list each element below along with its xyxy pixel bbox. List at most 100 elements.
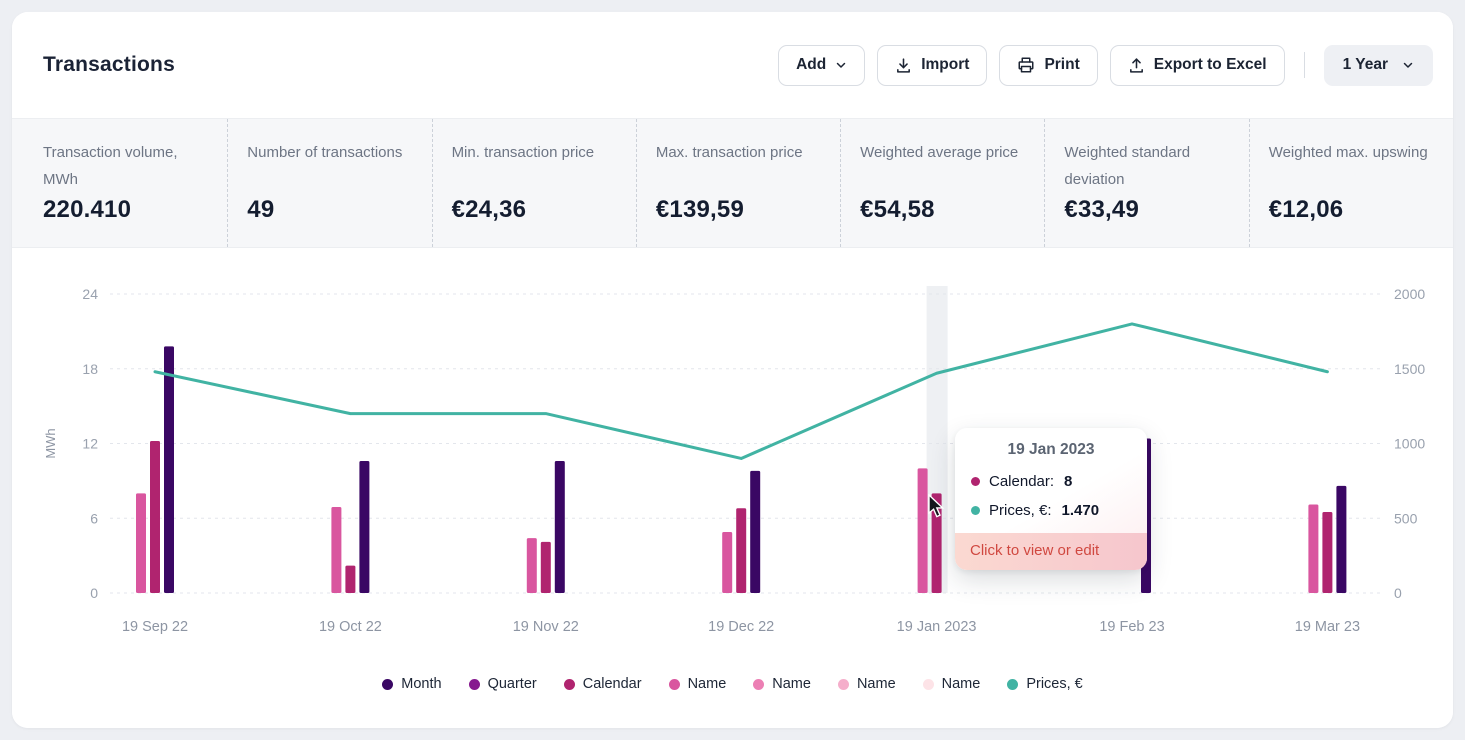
legend-label: Name — [941, 676, 981, 692]
legend-label: Calendar — [582, 676, 642, 692]
tooltip-row-value: 1.470 — [1061, 502, 1100, 519]
legend-item-name[interactable]: Name — [922, 676, 981, 692]
y-axis-left-tick: 12 — [82, 436, 98, 452]
bar-name[interactable] — [722, 531, 733, 593]
y-axis-right-tick: 0 — [1394, 585, 1402, 601]
y-axis-right-tick: 500 — [1394, 510, 1418, 526]
export-to-excel-button[interactable]: Export to Excel — [1109, 44, 1285, 86]
add-button-label: Add — [796, 56, 827, 73]
bar-month[interactable] — [554, 460, 565, 593]
stat-value: €24,36 — [451, 196, 527, 223]
legend-item-month[interactable]: Month — [382, 676, 442, 692]
bar-name[interactable] — [526, 538, 537, 593]
legend-dot — [1007, 678, 1019, 690]
legend-label: Prices, € — [1026, 676, 1083, 692]
stat-value: 220.410 — [43, 196, 132, 223]
stat-label: Max. transaction price — [655, 144, 803, 161]
transactions-panel: Transactions Add Import Print Export to … — [12, 12, 1453, 728]
stat-weighted-average-price: Weighted average price €54,58 — [840, 119, 1044, 247]
legend-label: Name — [772, 676, 811, 692]
bar-month[interactable] — [164, 346, 174, 593]
mouse-cursor-icon — [928, 494, 945, 518]
y-axis-left-tick: 24 — [82, 286, 98, 302]
legend-dot — [668, 678, 680, 690]
tooltip-view-edit-link[interactable]: Click to view or edit — [955, 533, 1147, 570]
stat-value: €139,59 — [655, 196, 744, 223]
legend-item-name[interactable]: Name — [837, 676, 896, 692]
legend-item-quarter[interactable]: Quarter — [468, 676, 537, 692]
download-icon — [897, 57, 911, 73]
legend-dot — [382, 678, 394, 690]
x-axis-label: 19 Oct 22 — [319, 619, 382, 635]
stat-label: Weighted average price — [860, 144, 1019, 161]
chart-legend: Month Quarter Calendar Name Name Name Name Pric… — [12, 676, 1453, 692]
y-axis-left-tick: 18 — [82, 361, 98, 377]
y-axis-right-tick: 2000 — [1394, 286, 1425, 302]
stat-label: Min. transaction price — [451, 144, 595, 161]
tooltip-title: 19 Jan 2023 — [1007, 441, 1095, 458]
range-select[interactable]: 1 Year — [1323, 44, 1433, 86]
bar-month[interactable] — [1336, 485, 1347, 593]
transactions-chart[interactable]: 0 0 6 500 12 1000 18 1500 24 2000 19 Sep 22 19 Oct … — [12, 248, 1453, 648]
legend-label: Name — [687, 676, 727, 692]
prices-line[interactable] — [153, 322, 1329, 460]
stat-label: Weighted max. upswing — [1268, 144, 1428, 161]
stat-value: 49 — [247, 196, 275, 223]
range-select-label: 1 Year — [1342, 56, 1388, 73]
prices-dot — [971, 506, 980, 515]
stat-transaction-volume: Transaction volume, MWh 220.410 — [43, 119, 227, 247]
calendar-dot — [971, 477, 980, 486]
stat-transaction-count: Number of transactions 49 — [227, 119, 431, 247]
import-button[interactable]: Import — [877, 44, 988, 86]
bar-calendar[interactable] — [1322, 512, 1333, 593]
print-button[interactable]: Print — [999, 44, 1098, 86]
legend-item-prices[interactable]: Prices, € — [1007, 676, 1083, 692]
chevron-down-icon — [836, 62, 846, 68]
legend-item-name[interactable]: Name — [668, 676, 727, 692]
bar-calendar[interactable] — [540, 541, 551, 593]
legend-item-name[interactable]: Name — [753, 676, 811, 692]
page-title: Transactions — [43, 53, 175, 76]
tooltip-row-prices: Prices, €: 1.470 — [955, 496, 1147, 525]
bar-name[interactable] — [136, 493, 146, 593]
x-axis-label: 19 Mar 23 — [1295, 619, 1360, 635]
bar-name[interactable] — [1308, 504, 1319, 593]
bar-name[interactable] — [331, 507, 342, 593]
header: Transactions Add Import Print Export to … — [12, 12, 1453, 118]
bar-month[interactable] — [750, 470, 761, 593]
tooltip-row-value: 8 — [1064, 473, 1073, 490]
stat-value: €12,06 — [1268, 196, 1344, 223]
bar-calendar[interactable] — [931, 493, 942, 593]
tooltip-row-calendar: Calendar: 8 — [955, 467, 1147, 496]
stat-max-price: Max. transaction price €139,59 — [635, 119, 840, 247]
y-axis-title: MWh — [43, 428, 58, 458]
y-axis-left-tick: 6 — [90, 510, 98, 526]
stat-label: Number of transactions — [247, 144, 403, 161]
x-axis-label: 19 Nov 22 — [513, 619, 579, 635]
chart-section: 0 0 6 500 12 1000 18 1500 24 2000 19 Sep 22 19 Oct … — [12, 248, 1453, 728]
export-button-label: Export to Excel — [1153, 56, 1267, 73]
x-axis-label: 19 Feb 23 — [1099, 619, 1164, 635]
x-axis-label: 19 Sep 22 — [122, 619, 188, 635]
legend-item-calendar[interactable]: Calendar — [563, 676, 642, 692]
x-axis-label: 19 Dec 22 — [708, 619, 774, 635]
tooltip-row-label: Prices, €: — [989, 502, 1052, 519]
stat-min-price: Min. transaction price €24,36 — [431, 119, 636, 247]
printer-icon — [1018, 57, 1034, 73]
y-axis-left-tick: 0 — [90, 585, 98, 601]
stat-value: €54,58 — [860, 196, 935, 223]
stat-label: Transaction volume, MWh — [43, 144, 178, 188]
bar-name[interactable] — [917, 468, 928, 593]
bar-calendar[interactable] — [345, 565, 356, 593]
legend-dot — [922, 678, 934, 690]
chart-tooltip: 19 Jan 2023 Calendar: 8 Prices, €: 1.470… — [955, 428, 1147, 570]
y-axis-right-tick: 1000 — [1394, 436, 1425, 452]
legend-dot — [837, 678, 849, 690]
add-button[interactable]: Add — [778, 44, 866, 86]
bar-month[interactable] — [359, 460, 370, 593]
toolbar-divider — [1303, 52, 1305, 78]
stat-weighted-max-upswing: Weighted max. upswing €12,06 — [1248, 119, 1453, 247]
bar-calendar[interactable] — [736, 508, 747, 593]
bar-calendar[interactable] — [150, 441, 160, 593]
print-button-label: Print — [1044, 56, 1080, 73]
